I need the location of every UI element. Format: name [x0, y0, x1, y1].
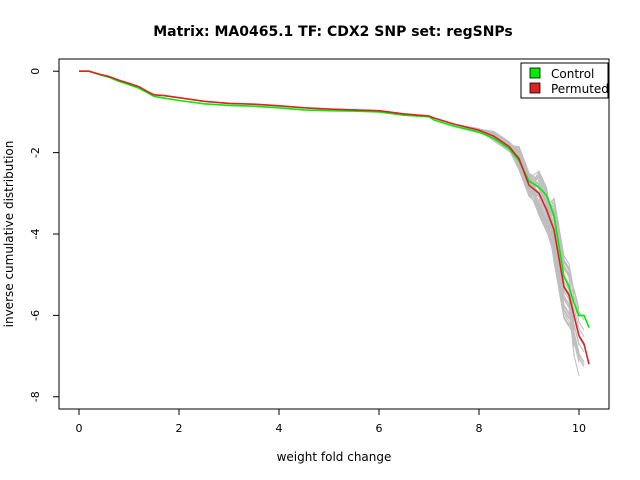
permutation-line: [79, 70, 570, 275]
series-line-permuted: [79, 70, 590, 365]
permutation-line: [79, 70, 585, 346]
permutation-line: [79, 70, 580, 358]
y-axis-label: inverse cumulative distribution: [2, 141, 16, 328]
permutation-line: [79, 70, 575, 290]
y-tick-label: -6: [29, 310, 42, 321]
permutation-line: [79, 70, 580, 317]
legend: Control Permuted: [520, 62, 609, 99]
permutation-line: [79, 70, 585, 368]
x-tick-label: 4: [276, 422, 283, 435]
series-line-control: [79, 70, 590, 328]
y-tick-label: -2: [29, 147, 42, 158]
permutation-line: [79, 70, 575, 309]
permutation-line: [79, 70, 580, 357]
permutation-line: [79, 70, 580, 376]
permutation-line: [79, 70, 580, 362]
legend-label-permuted: Permuted: [551, 82, 609, 96]
y-tick-label: -8: [29, 391, 42, 402]
permutation-line: [79, 70, 565, 297]
permutation-line: [79, 70, 580, 353]
permutation-line: [79, 70, 565, 310]
permutation-line: [79, 70, 575, 356]
legend-swatch-permuted: [529, 82, 541, 94]
permutation-line: [79, 70, 580, 318]
permutation-line: [79, 70, 575, 316]
permutation-line: [79, 70, 575, 301]
permutation-line: [79, 70, 565, 289]
x-tick-label: 10: [572, 422, 586, 435]
permutation-line: [79, 70, 565, 275]
permutation-line: [79, 70, 580, 358]
x-axis: 0 2 4 6 8 10: [76, 408, 586, 435]
permutation-background-lines: [79, 70, 585, 376]
x-tick-label: 8: [476, 422, 483, 435]
series-lines: [79, 70, 590, 365]
chart-title: Matrix: MA0465.1 TF: CDX2 SNP set: regSN…: [153, 24, 513, 40]
x-tick-label: 0: [76, 422, 83, 435]
legend-label-control: Control: [551, 67, 594, 81]
y-tick-label: -4: [29, 229, 42, 240]
permutation-line: [79, 70, 565, 305]
legend-swatch-control: [529, 67, 541, 79]
permutation-line: [79, 70, 585, 352]
permutation-line: [79, 70, 560, 252]
permutation-line: [79, 70, 570, 295]
permutation-line: [79, 70, 560, 249]
permutation-line: [79, 70, 580, 354]
y-tick-label: 0: [29, 68, 42, 75]
y-axis: 0 -2 -4 -6 -8: [29, 68, 60, 402]
permutation-line: [79, 70, 575, 301]
x-tick-label: 2: [176, 422, 183, 435]
permutation-line: [79, 70, 580, 363]
permutation-line: [79, 70, 585, 365]
x-axis-label: weight fold change: [277, 450, 392, 464]
permutation-line: [79, 70, 580, 346]
permutation-line: [79, 70, 585, 363]
permutation-line: [79, 70, 580, 357]
x-tick-label: 6: [376, 422, 383, 435]
permutation-line: [79, 70, 575, 347]
